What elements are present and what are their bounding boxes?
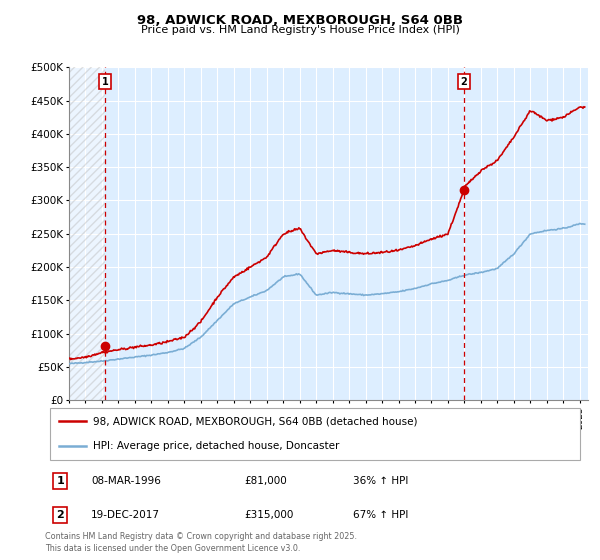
Text: 2: 2 <box>56 510 64 520</box>
Text: Contains HM Land Registry data © Crown copyright and database right 2025.
This d: Contains HM Land Registry data © Crown c… <box>45 533 357 553</box>
Text: 08-MAR-1996: 08-MAR-1996 <box>91 476 161 486</box>
Text: HPI: Average price, detached house, Doncaster: HPI: Average price, detached house, Donc… <box>92 441 339 451</box>
Text: 1: 1 <box>56 476 64 486</box>
FancyBboxPatch shape <box>50 408 580 460</box>
Text: 98, ADWICK ROAD, MEXBOROUGH, S64 0BB: 98, ADWICK ROAD, MEXBOROUGH, S64 0BB <box>137 14 463 27</box>
Bar <box>69 67 105 400</box>
Text: 19-DEC-2017: 19-DEC-2017 <box>91 510 160 520</box>
Text: 67% ↑ HPI: 67% ↑ HPI <box>353 510 408 520</box>
Text: 2: 2 <box>461 77 467 87</box>
Text: 36% ↑ HPI: 36% ↑ HPI <box>353 476 408 486</box>
Text: £81,000: £81,000 <box>245 476 287 486</box>
Text: Price paid vs. HM Land Registry's House Price Index (HPI): Price paid vs. HM Land Registry's House … <box>140 25 460 35</box>
Text: 1: 1 <box>102 77 109 87</box>
Text: £315,000: £315,000 <box>245 510 294 520</box>
Text: 98, ADWICK ROAD, MEXBOROUGH, S64 0BB (detached house): 98, ADWICK ROAD, MEXBOROUGH, S64 0BB (de… <box>92 416 417 426</box>
